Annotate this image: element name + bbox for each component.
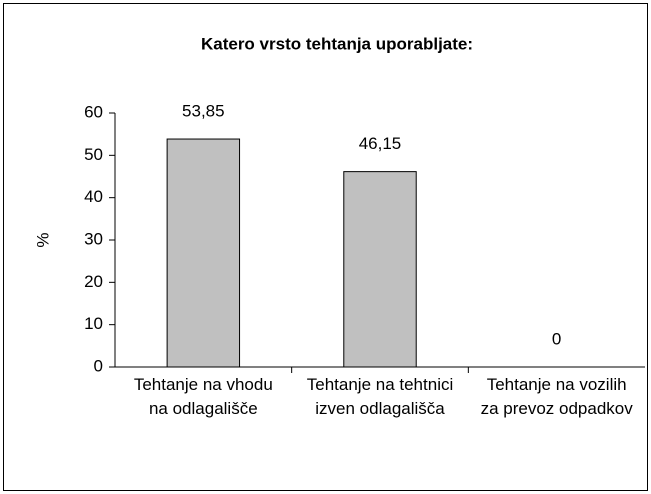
y-tick-label: 0: [94, 356, 103, 375]
value-label: 46,15: [359, 134, 402, 153]
value-label: 0: [552, 329, 561, 348]
y-tick-label: 50: [84, 145, 103, 164]
x-tick-label: Tehtanje na vozilih za prevoz odpadkov: [480, 375, 633, 418]
y-tick-label: 60: [84, 102, 103, 121]
y-tick-label: 40: [84, 187, 103, 206]
y-axis-label: %: [33, 232, 52, 247]
bar: [343, 171, 417, 368]
y-tick-label: 20: [84, 272, 103, 291]
x-tick-label: Tehtanje na vhodu na odlagališče: [133, 375, 273, 418]
chart-title: Katero vrsto tehtanja uporabljate:: [201, 34, 473, 53]
x-tick-label: Tehtanje na tehtnici izven odlagališča: [306, 375, 454, 418]
chart-frame: [3, 3, 648, 491]
y-tick-label: 30: [84, 229, 103, 248]
bar: [166, 138, 241, 368]
y-tick-label: 10: [84, 314, 103, 333]
value-label: 53,85: [182, 102, 225, 121]
